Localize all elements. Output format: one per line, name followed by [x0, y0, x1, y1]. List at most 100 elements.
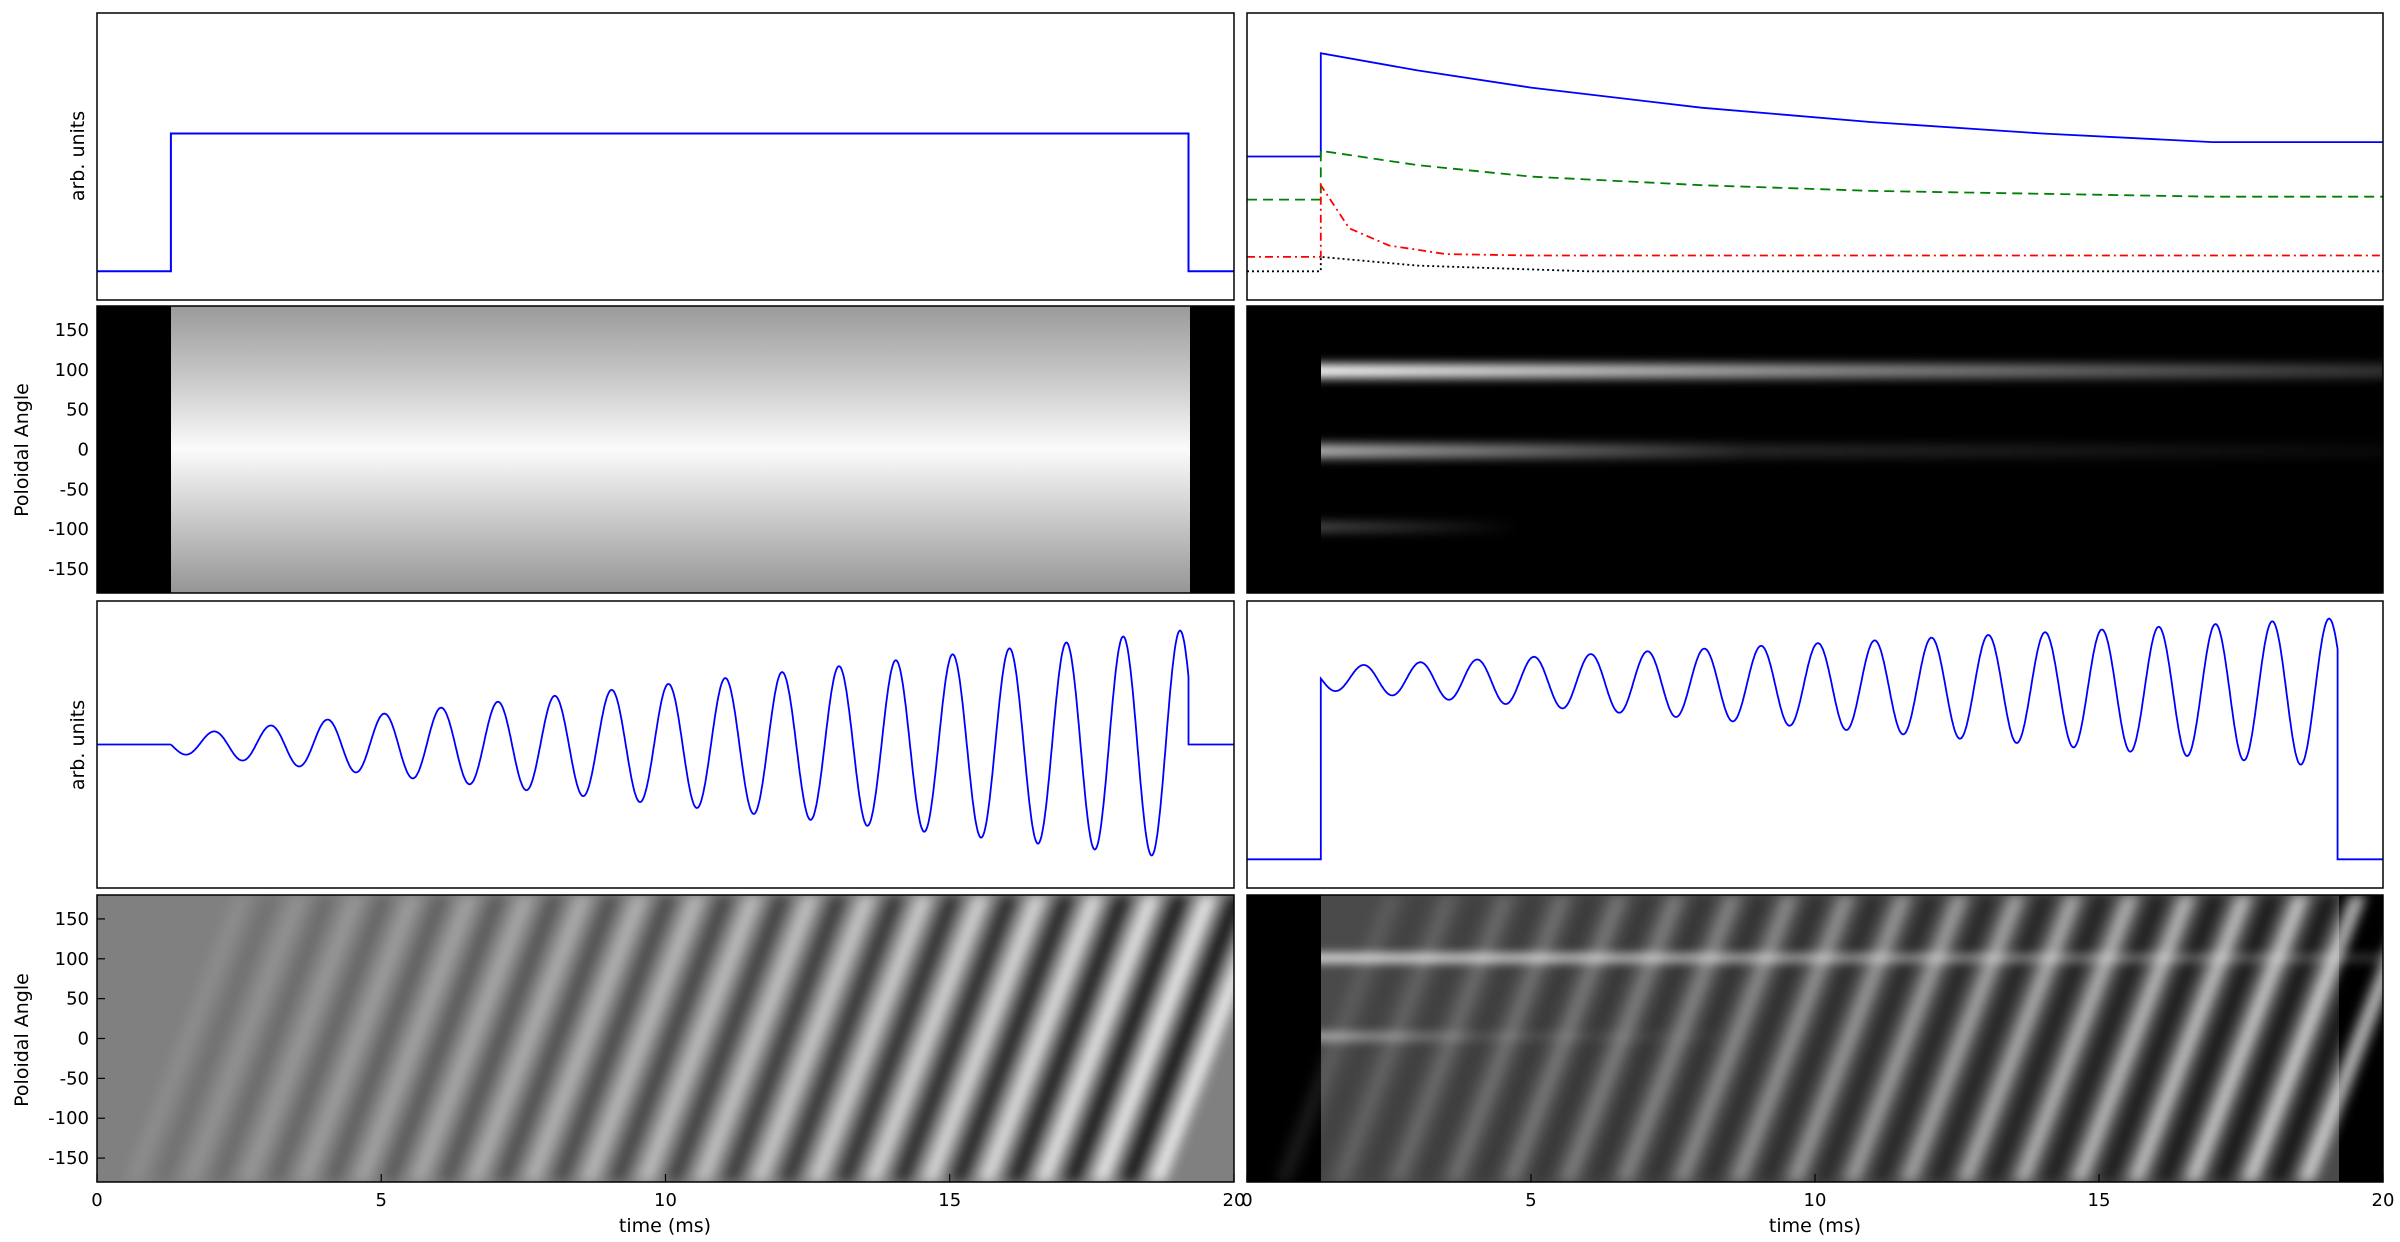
wave-crest: [1956, 895, 2083, 1182]
y-axis-label: arb. units: [67, 111, 89, 201]
wave-trough: [210, 895, 337, 1182]
panel-middle-left: -150 -100 -50 0 50 100 150 Poloidal Angle: [11, 305, 1235, 594]
band-middle: [1321, 444, 2383, 458]
y-ticks: -150 -100 -50 0 50 100 150: [48, 909, 105, 1169]
wave-trough: [665, 895, 791, 1182]
wave-crest: [977, 895, 1104, 1182]
wave-trough: [1928, 895, 2055, 1182]
wave-trough: [1006, 895, 1133, 1182]
wave-crest: [1899, 895, 2026, 1182]
wave-crest: [466, 895, 593, 1182]
wave-crest: [2070, 895, 2197, 1182]
x-tick-label: 10: [654, 1190, 677, 1211]
wave-crest: [2126, 895, 2253, 1182]
wave-stripes: [125, 895, 1234, 1182]
wave-trough: [380, 895, 507, 1182]
axes-frame: [96, 600, 1235, 889]
y-tick-label: 0: [78, 440, 89, 461]
wave-trough: [2268, 895, 2383, 1182]
wave-crest: [125, 895, 251, 1182]
y-axis-label: arb. units: [67, 700, 89, 790]
wave-crest: [2297, 958, 2383, 1182]
wave-trough: [1757, 895, 1884, 1182]
y-axis-label: Poloidal Angle: [11, 973, 33, 1107]
wave-trough: [1119, 895, 1234, 1182]
y-tick-label: 50: [66, 989, 89, 1010]
wave-crest: [1729, 895, 1856, 1182]
axes-frame: [96, 12, 1235, 301]
band-lower: [1321, 522, 1521, 532]
wave-trough: [778, 895, 905, 1182]
y-tick-label: -100: [48, 519, 89, 540]
x-tick-label: 0: [1241, 1190, 1252, 1211]
wave-crest: [409, 895, 536, 1182]
panel-middle-right: [1246, 305, 2384, 594]
x-tick-label: 5: [1525, 1190, 1536, 1211]
wave-trough: [835, 895, 962, 1182]
wave-trough: [2098, 895, 2225, 1182]
x-tick-label: 0: [91, 1190, 102, 1211]
y-tick-label: -150: [48, 559, 89, 580]
wave-trough: [1814, 895, 1941, 1182]
panel-bottom-left: -150 -100 -50 0 50 100 150 0 5 10 15 20 Poloidal A…: [11, 894, 1245, 1237]
wave-crest: [1034, 895, 1161, 1182]
wave-trough: [1063, 895, 1189, 1182]
wave-crest: [693, 895, 820, 1182]
wave-trough: [551, 895, 678, 1182]
wave-trough: [323, 895, 450, 1182]
wave-trough: [608, 895, 735, 1182]
wave-trough: [1700, 895, 1827, 1182]
band-middle: [1321, 1033, 1721, 1040]
y-tick-label: 150: [55, 909, 89, 930]
y-tick-label: 100: [55, 949, 89, 970]
wave-trough: [494, 895, 621, 1182]
y-tick-label: -150: [48, 1148, 89, 1169]
panel-top-right: [1246, 12, 2384, 301]
y-tick-label: -50: [60, 479, 89, 500]
wave-crest: [579, 895, 706, 1182]
x-tick-label: 5: [376, 1190, 387, 1211]
oscillation-line: [1247, 617, 2383, 861]
wave-crest: [2183, 895, 2310, 1182]
wave-trough: [153, 895, 280, 1182]
wave-trough: [892, 895, 1019, 1182]
x-axis-label: time (ms): [1769, 1215, 1861, 1237]
x-tick-label: 10: [1804, 1190, 1827, 1211]
wave-crest: [807, 895, 934, 1182]
axes-frame: [1246, 12, 2384, 301]
band-upper: [1321, 954, 2383, 962]
oscillation-line: [97, 629, 1234, 857]
panel-lower-left: arb. units: [67, 600, 1235, 889]
wave-crest: [295, 895, 422, 1182]
wave-crest: [2240, 895, 2367, 1182]
y-axis-label: Poloidal Angle: [11, 383, 33, 517]
wave-trough: [721, 895, 848, 1182]
wave-trough: [1871, 895, 1998, 1182]
x-tick-label: 20: [2372, 1190, 2395, 1211]
wave-crest: [238, 895, 365, 1182]
wave-crest: [352, 895, 479, 1182]
y-tick-label: 150: [55, 320, 89, 341]
decay-line-dotted: [1247, 255, 2383, 273]
wave-crest: [1148, 958, 1234, 1182]
y-tick-label: 100: [55, 360, 89, 381]
y-tick-label: 50: [66, 400, 89, 421]
y-ticks: -150 -100 -50 0 50 100 150: [48, 320, 105, 580]
step-signal-line: [97, 132, 1234, 273]
wave-crest: [864, 895, 990, 1182]
wave-trough: [2041, 895, 2168, 1182]
decay-line-solid: [1247, 52, 2383, 158]
wave-crest: [1091, 895, 1218, 1182]
wave-trough: [949, 895, 1076, 1182]
wave-trough: [437, 895, 564, 1182]
heatmap-on-region: [171, 306, 1190, 593]
panel-top-left: arb. units: [67, 12, 1235, 301]
wave-crest: [522, 895, 649, 1182]
decay-series-group: [1247, 52, 2383, 273]
wave-crest: [636, 895, 763, 1182]
x-ticks: 0 5 10 15 20: [91, 1174, 1245, 1211]
wave-trough: [1984, 895, 2111, 1182]
wave-trough: [2155, 895, 2282, 1182]
panel-lower-right: [1246, 600, 2384, 889]
